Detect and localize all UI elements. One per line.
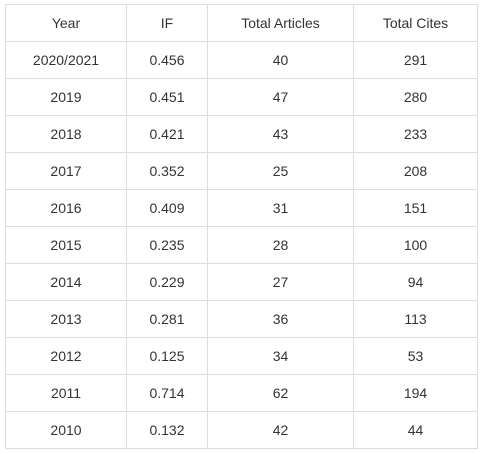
cell-total-articles: 36 xyxy=(207,300,354,338)
table-row: 2015 0.235 28 100 xyxy=(5,226,478,264)
cell-impact-factor: 0.456 xyxy=(126,41,208,79)
cell-total-articles: 25 xyxy=(207,152,354,190)
cell-total-cites: 208 xyxy=(353,152,478,190)
cell-impact-factor: 0.229 xyxy=(126,263,208,301)
header-year: Year xyxy=(5,4,127,42)
cell-total-cites: 280 xyxy=(353,78,478,116)
table-row: 2017 0.352 25 208 xyxy=(5,152,478,190)
table-row: 2020/2021 0.456 40 291 xyxy=(5,41,478,79)
cell-year: 2019 xyxy=(5,78,127,116)
table-row: 2013 0.281 36 113 xyxy=(5,300,478,338)
cell-impact-factor: 0.281 xyxy=(126,300,208,338)
cell-impact-factor: 0.409 xyxy=(126,189,208,227)
cell-total-articles: 28 xyxy=(207,226,354,264)
cell-total-cites: 151 xyxy=(353,189,478,227)
cell-total-articles: 27 xyxy=(207,263,354,301)
cell-impact-factor: 0.421 xyxy=(126,115,208,153)
table-row: 2012 0.125 34 53 xyxy=(5,337,478,375)
cell-total-cites: 233 xyxy=(353,115,478,153)
cell-year: 2015 xyxy=(5,226,127,264)
table-row: 2010 0.132 42 44 xyxy=(5,411,478,449)
cell-total-cites: 53 xyxy=(353,337,478,375)
cell-total-cites: 113 xyxy=(353,300,478,338)
cell-total-cites: 44 xyxy=(353,411,478,449)
cell-total-cites: 94 xyxy=(353,263,478,301)
table-row: 2018 0.421 43 233 xyxy=(5,115,478,153)
cell-total-articles: 42 xyxy=(207,411,354,449)
cell-year: 2014 xyxy=(5,263,127,301)
cell-year: 2017 xyxy=(5,152,127,190)
cell-total-cites: 194 xyxy=(353,374,478,412)
cell-impact-factor: 0.714 xyxy=(126,374,208,412)
cell-year: 2012 xyxy=(5,337,127,375)
table-row: 2011 0.714 62 194 xyxy=(5,374,478,412)
table-row: 2019 0.451 47 280 xyxy=(5,78,478,116)
cell-impact-factor: 0.451 xyxy=(126,78,208,116)
cell-total-articles: 47 xyxy=(207,78,354,116)
cell-total-articles: 34 xyxy=(207,337,354,375)
cell-impact-factor: 0.125 xyxy=(126,337,208,375)
cell-total-articles: 43 xyxy=(207,115,354,153)
table-body: 2020/2021 0.456 40 291 2019 0.451 47 280 2018 0.4… xyxy=(5,41,478,449)
table-header-row: Year IF Total Articles Total Cites xyxy=(5,4,478,42)
cell-impact-factor: 0.235 xyxy=(126,226,208,264)
cell-year: 2011 xyxy=(5,374,127,412)
cell-year: 2018 xyxy=(5,115,127,153)
cell-impact-factor: 0.132 xyxy=(126,411,208,449)
journal-metrics-table: Year IF Total Articles Total Cites 2020/… xyxy=(5,4,478,449)
cell-total-articles: 62 xyxy=(207,374,354,412)
cell-year: 2010 xyxy=(5,411,127,449)
header-impact-factor: IF xyxy=(126,4,208,42)
table-row: 2014 0.229 27 94 xyxy=(5,263,478,301)
cell-total-cites: 100 xyxy=(353,226,478,264)
cell-total-articles: 40 xyxy=(207,41,354,79)
cell-year: 2013 xyxy=(5,300,127,338)
header-total-cites: Total Cites xyxy=(353,4,478,42)
header-total-articles: Total Articles xyxy=(207,4,354,42)
cell-impact-factor: 0.352 xyxy=(126,152,208,190)
journal-metrics-table-container: Year IF Total Articles Total Cites 2020/… xyxy=(5,4,478,449)
cell-year: 2020/2021 xyxy=(5,41,127,79)
cell-total-articles: 31 xyxy=(207,189,354,227)
table-row: 2016 0.409 31 151 xyxy=(5,189,478,227)
cell-year: 2016 xyxy=(5,189,127,227)
cell-total-cites: 291 xyxy=(353,41,478,79)
